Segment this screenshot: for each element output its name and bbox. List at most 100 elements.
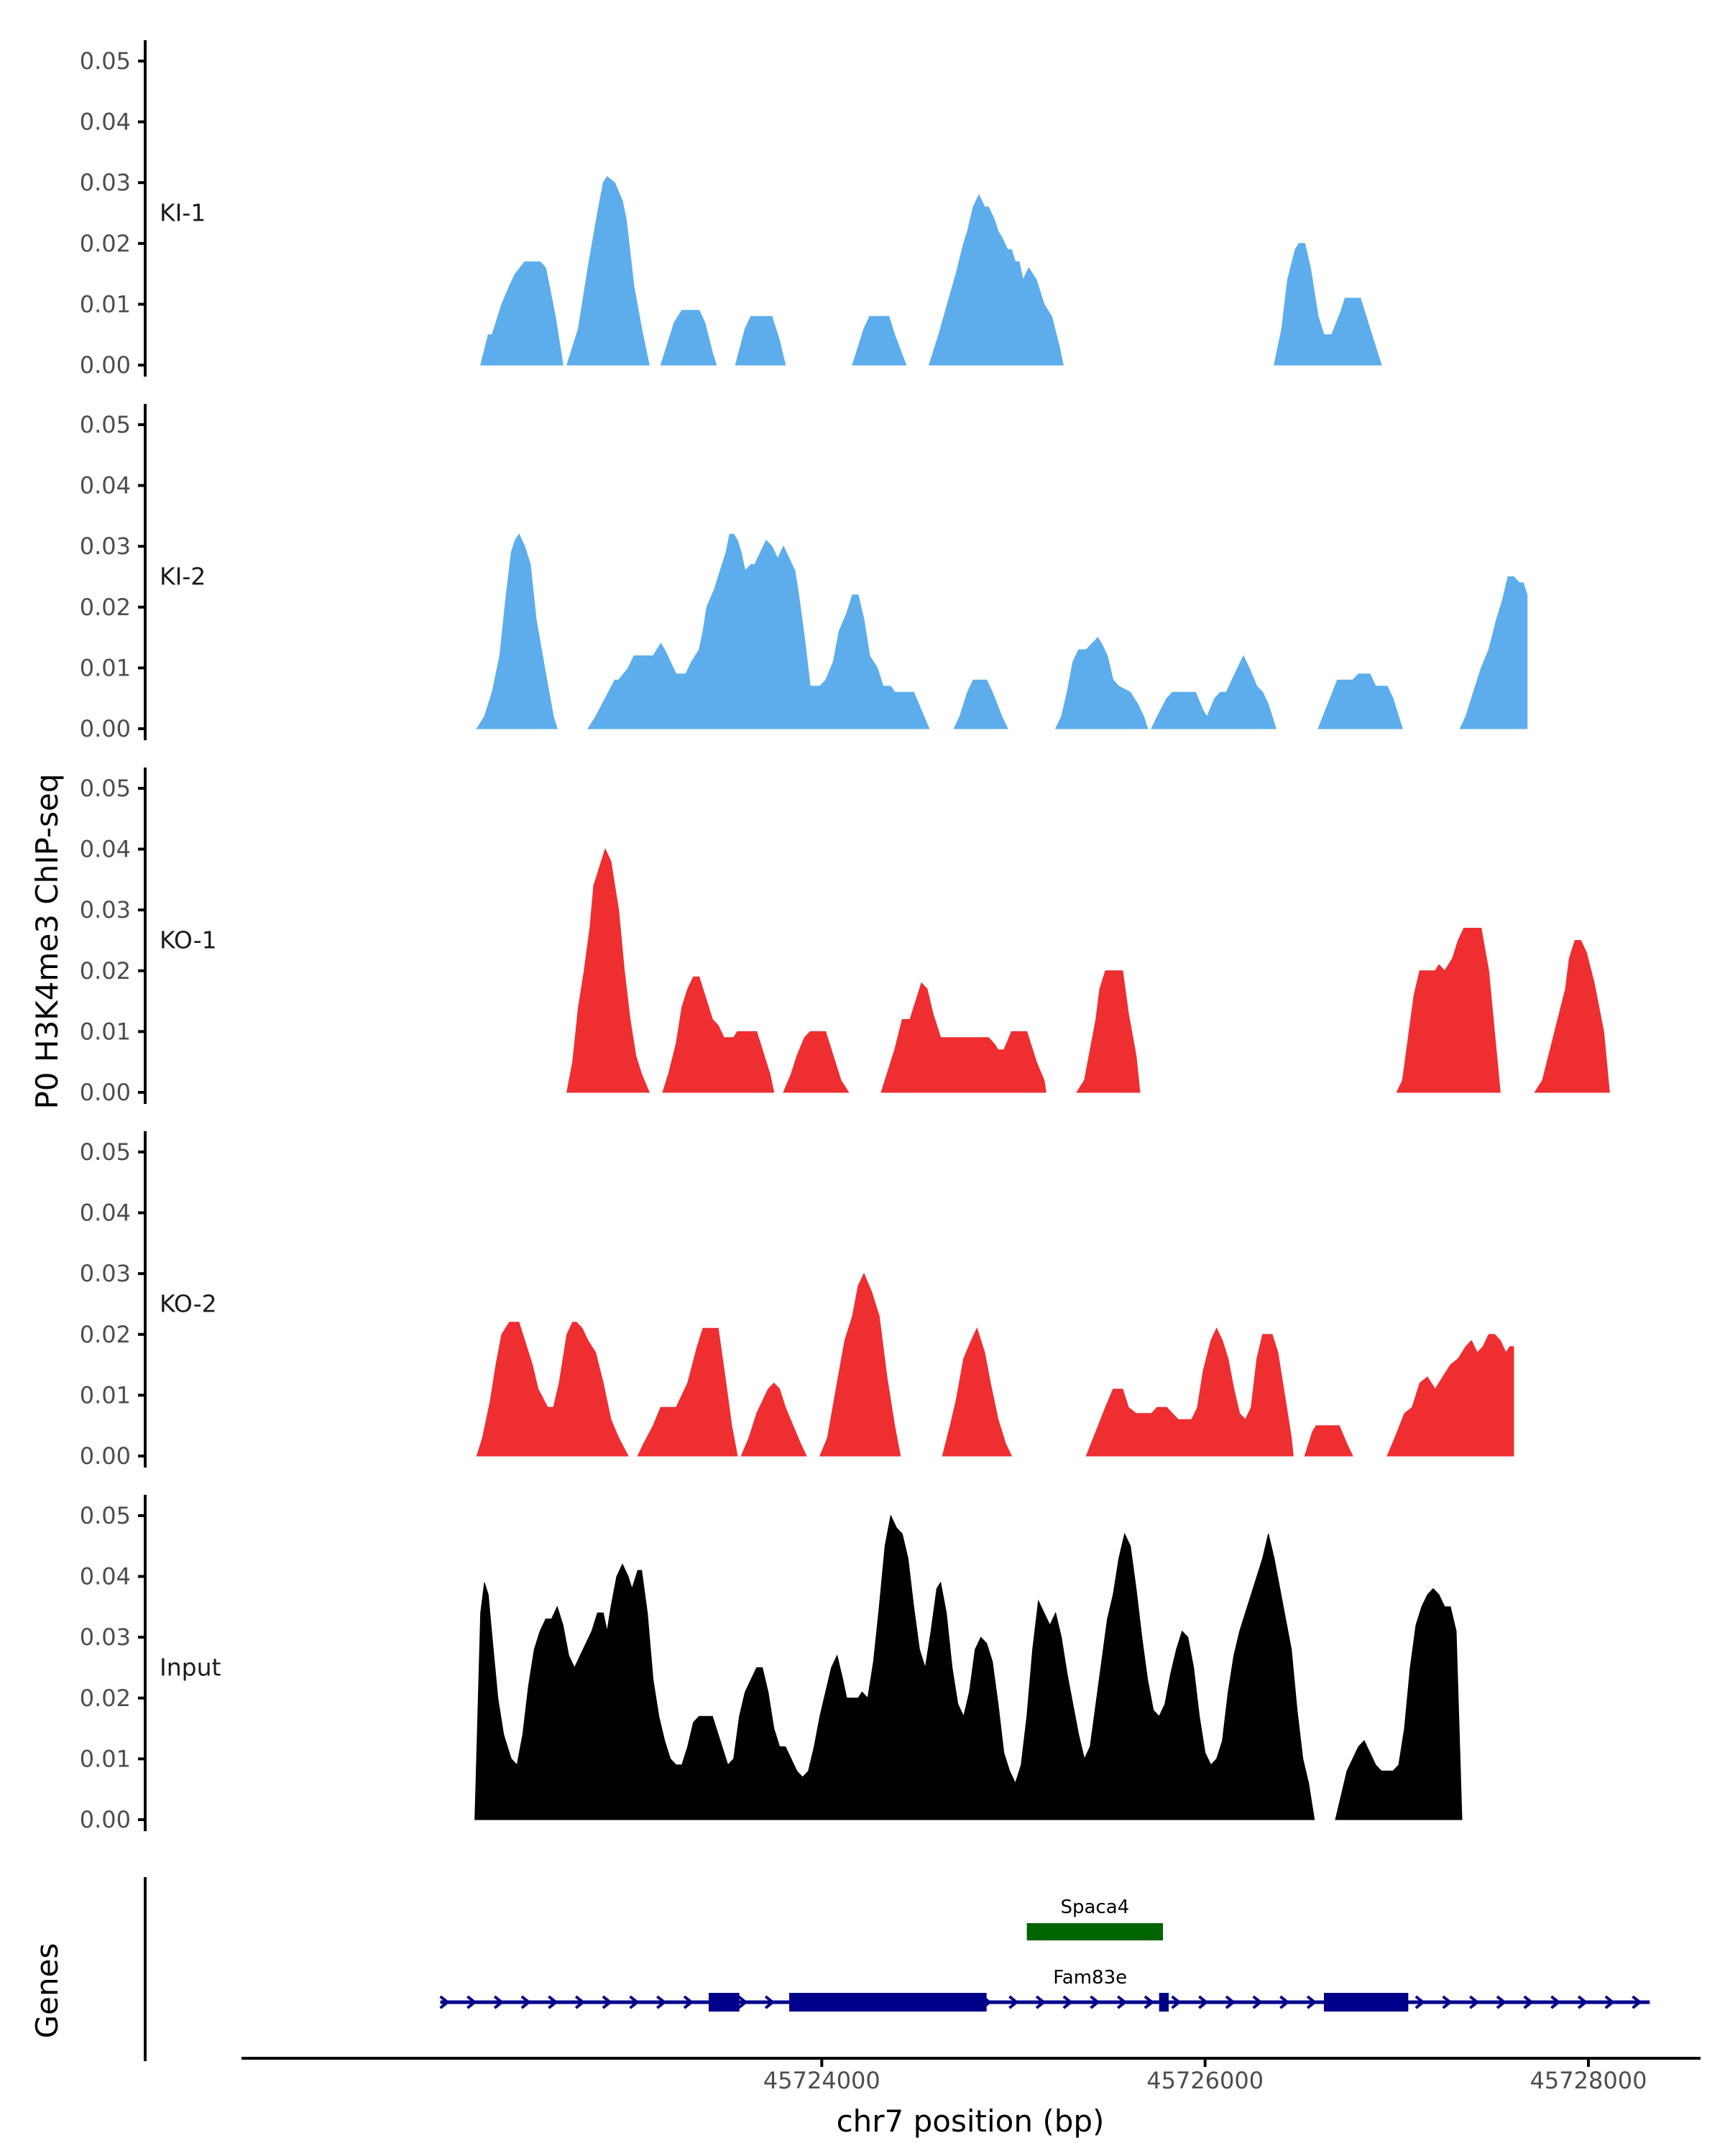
strand-arrow-icon [1279, 1995, 1290, 2009]
y-tick-label: 0.04 [80, 1563, 131, 1590]
y-tick-label: 0.00 [80, 1079, 131, 1106]
y-tick-label: 0.05 [80, 411, 131, 438]
strand-arrow-icon [1225, 1995, 1236, 2009]
coverage-area [1085, 1327, 1294, 1457]
y-tick-label: 0.05 [80, 1138, 131, 1166]
y-tick-label: 0.03 [80, 1623, 131, 1651]
exon-block [789, 1993, 987, 2012]
coverage-area [942, 1327, 1013, 1457]
strand-arrow-icon [1035, 1995, 1046, 2009]
y-tick-label: 0.05 [80, 47, 131, 75]
strand-arrow-icon [629, 1995, 640, 2009]
strand-arrow-icon [493, 1995, 505, 2009]
y-tick-label: 0.02 [80, 594, 131, 621]
y-tick-label: 0.00 [80, 351, 131, 379]
coverage-area [819, 1272, 901, 1457]
coverage-area [1076, 970, 1141, 1093]
coverage-area [852, 315, 907, 366]
strand-arrow-icon [1414, 1995, 1426, 2009]
y-tick-label: 0.02 [80, 957, 131, 985]
y-tick-label: 0.05 [80, 775, 131, 802]
coverage-area [1317, 673, 1403, 729]
exon-block [709, 1993, 740, 2012]
genes-axis-title: Genes [29, 1943, 65, 2039]
coverage-area [480, 261, 564, 366]
y-tick-label: 0.01 [80, 654, 131, 681]
y-axis-title: P0 H3K4me3 ChIP-seq [29, 773, 65, 1109]
strand-arrow-icon [1577, 1995, 1588, 2009]
strand-arrow-icon [656, 1995, 667, 2009]
gene-spaca4: Spaca4 [1026, 1897, 1163, 1940]
track-label: Input [160, 1653, 221, 1681]
strand-arrow-icon [574, 1995, 586, 2009]
coverage-area [1304, 1425, 1353, 1457]
x-tick-label: 45728000 [1530, 2067, 1647, 2094]
strand-arrow-icon [1306, 1995, 1317, 2009]
track-input: 0.00 0.01 0.02 0.03 0.04 0.05 Input [80, 1495, 1463, 1833]
track-label: KI-1 [160, 198, 206, 226]
coverage-area [1335, 1588, 1463, 1820]
coverage-area [660, 310, 717, 366]
strand-arrow-icon [548, 1995, 558, 2009]
strand-arrow-icon [602, 1995, 613, 2009]
strand-arrow-icon [1442, 1995, 1453, 2009]
coverage-area [637, 1327, 738, 1457]
coverage-area [735, 315, 786, 366]
y-tick-label: 0.04 [80, 109, 131, 136]
y-tick-label: 0.01 [80, 1018, 131, 1045]
coverage-area [476, 533, 558, 729]
strand-arrow-icon [683, 1995, 694, 2009]
y-tick-label: 0.03 [80, 169, 131, 196]
coverage-area [1386, 1334, 1514, 1457]
exon-block [1026, 1923, 1163, 1940]
strand-arrow-icon [1632, 1995, 1642, 2009]
strand-arrow-icon [1496, 1995, 1507, 2009]
strand-arrow-icon [520, 1995, 531, 2009]
track-label: KI-2 [160, 562, 206, 590]
x-axis-title: chr7 position (bp) [837, 2104, 1105, 2139]
y-tick-label: 0.03 [80, 896, 131, 923]
strand-arrow-icon [1116, 1995, 1128, 2009]
coverage-area [587, 533, 930, 729]
coverage-area [929, 193, 1064, 366]
x-axis: 45724000 45726000 45728000 [242, 2057, 1701, 2094]
gene-name-label: Spaca4 [1060, 1897, 1129, 1918]
track-label: KO-1 [160, 926, 217, 954]
y-tick-label: 0.04 [80, 472, 131, 499]
y-tick-label: 0.01 [80, 290, 131, 318]
coverage-area [740, 1382, 807, 1457]
coverage-area [1151, 655, 1276, 729]
y-tick-label: 0.04 [80, 836, 131, 863]
track-label: KO-2 [160, 1289, 217, 1317]
genes-track: Spaca4 Fam83e [144, 1877, 1650, 2061]
y-tick-label: 0.03 [80, 1260, 131, 1287]
y-tick-label: 0.00 [80, 715, 131, 742]
coverage-area [880, 982, 1046, 1093]
y-tick-label: 0.01 [80, 1745, 131, 1772]
y-tick-label: 0.01 [80, 1381, 131, 1409]
gene-name-label: Fam83e [1053, 1967, 1127, 1989]
strand-arrow-icon [1090, 1995, 1100, 2009]
strand-arrow-icon [764, 1995, 776, 2009]
tracks-layer: 0.00 0.01 0.02 0.03 0.04 0.05 KI-1 0.00 0.01 0.02… [80, 40, 1610, 1833]
coverage-area [474, 1514, 1315, 1820]
strand-arrow-icon [1144, 1995, 1155, 2009]
strand-arrow-icon [1008, 1995, 1019, 2009]
coverage-area [1274, 243, 1382, 366]
strand-arrow-icon [466, 1995, 477, 2009]
coverage-area [953, 679, 1008, 729]
exon-block [1324, 1993, 1409, 2012]
strand-arrow-icon [1171, 1995, 1182, 2009]
coverage-area [1396, 928, 1501, 1093]
track-ko-2: 0.00 0.01 0.02 0.03 0.04 0.05 KO-2 [80, 1131, 1514, 1470]
strand-arrow-icon [1469, 1995, 1480, 2009]
strand-arrow-icon [1550, 1995, 1561, 2009]
coverage-area [1054, 637, 1149, 729]
strand-arrow-icon [1198, 1995, 1209, 2009]
track-ki-1: 0.00 0.01 0.02 0.03 0.04 0.05 KI-1 [80, 40, 1382, 379]
y-tick-label: 0.02 [80, 1685, 131, 1712]
coverage-area [566, 848, 650, 1093]
y-tick-label: 0.04 [80, 1199, 131, 1227]
y-tick-label: 0.05 [80, 1502, 131, 1529]
